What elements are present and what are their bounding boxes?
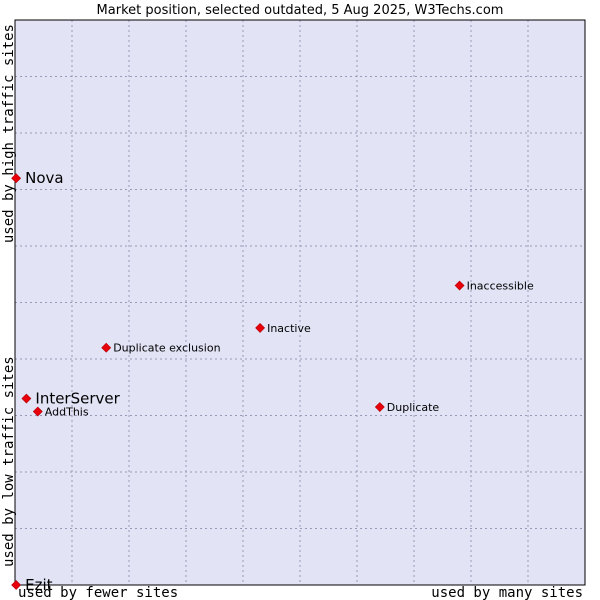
plot-frame — [14, 19, 586, 586]
point-marker-inactive — [255, 323, 266, 333]
point-label-duplicate-exclusion: Duplicate exclusion — [113, 342, 220, 355]
point-label-nova: Nova — [25, 169, 63, 187]
x-axis-label-low: used by fewer sites — [18, 585, 178, 600]
point-label-inaccessible: Inaccessible — [467, 280, 534, 293]
point-marker-ezit — [11, 580, 22, 590]
y-axis-label-low: used by low traffic sites — [1, 356, 17, 567]
point-marker-nova — [11, 173, 22, 184]
point-label-ezit: Ezit — [25, 576, 53, 594]
point-label-duplicate: Duplicate — [387, 401, 440, 414]
point-label-interserver: InterServer — [35, 390, 120, 408]
point-label-addthis: AddThis — [45, 406, 89, 419]
grid — [15, 20, 585, 585]
point-marker-duplicate-exclusion — [101, 342, 112, 353]
point-label-inactive: Inactive — [267, 322, 311, 335]
point-marker-duplicate — [374, 402, 385, 412]
chart-title: Market position, selected outdated, 5 Au… — [97, 3, 504, 18]
point-marker-interserver — [21, 393, 32, 404]
y-axis-label-high: used by high traffic sites — [1, 24, 17, 243]
point-marker-addthis — [32, 406, 43, 417]
point-marker-inaccessible — [454, 280, 465, 291]
x-axis-label-high: used by many sites — [431, 585, 583, 600]
data-points: Nova InterServer Ezit AddThis Duplicate excl… — [11, 169, 534, 594]
